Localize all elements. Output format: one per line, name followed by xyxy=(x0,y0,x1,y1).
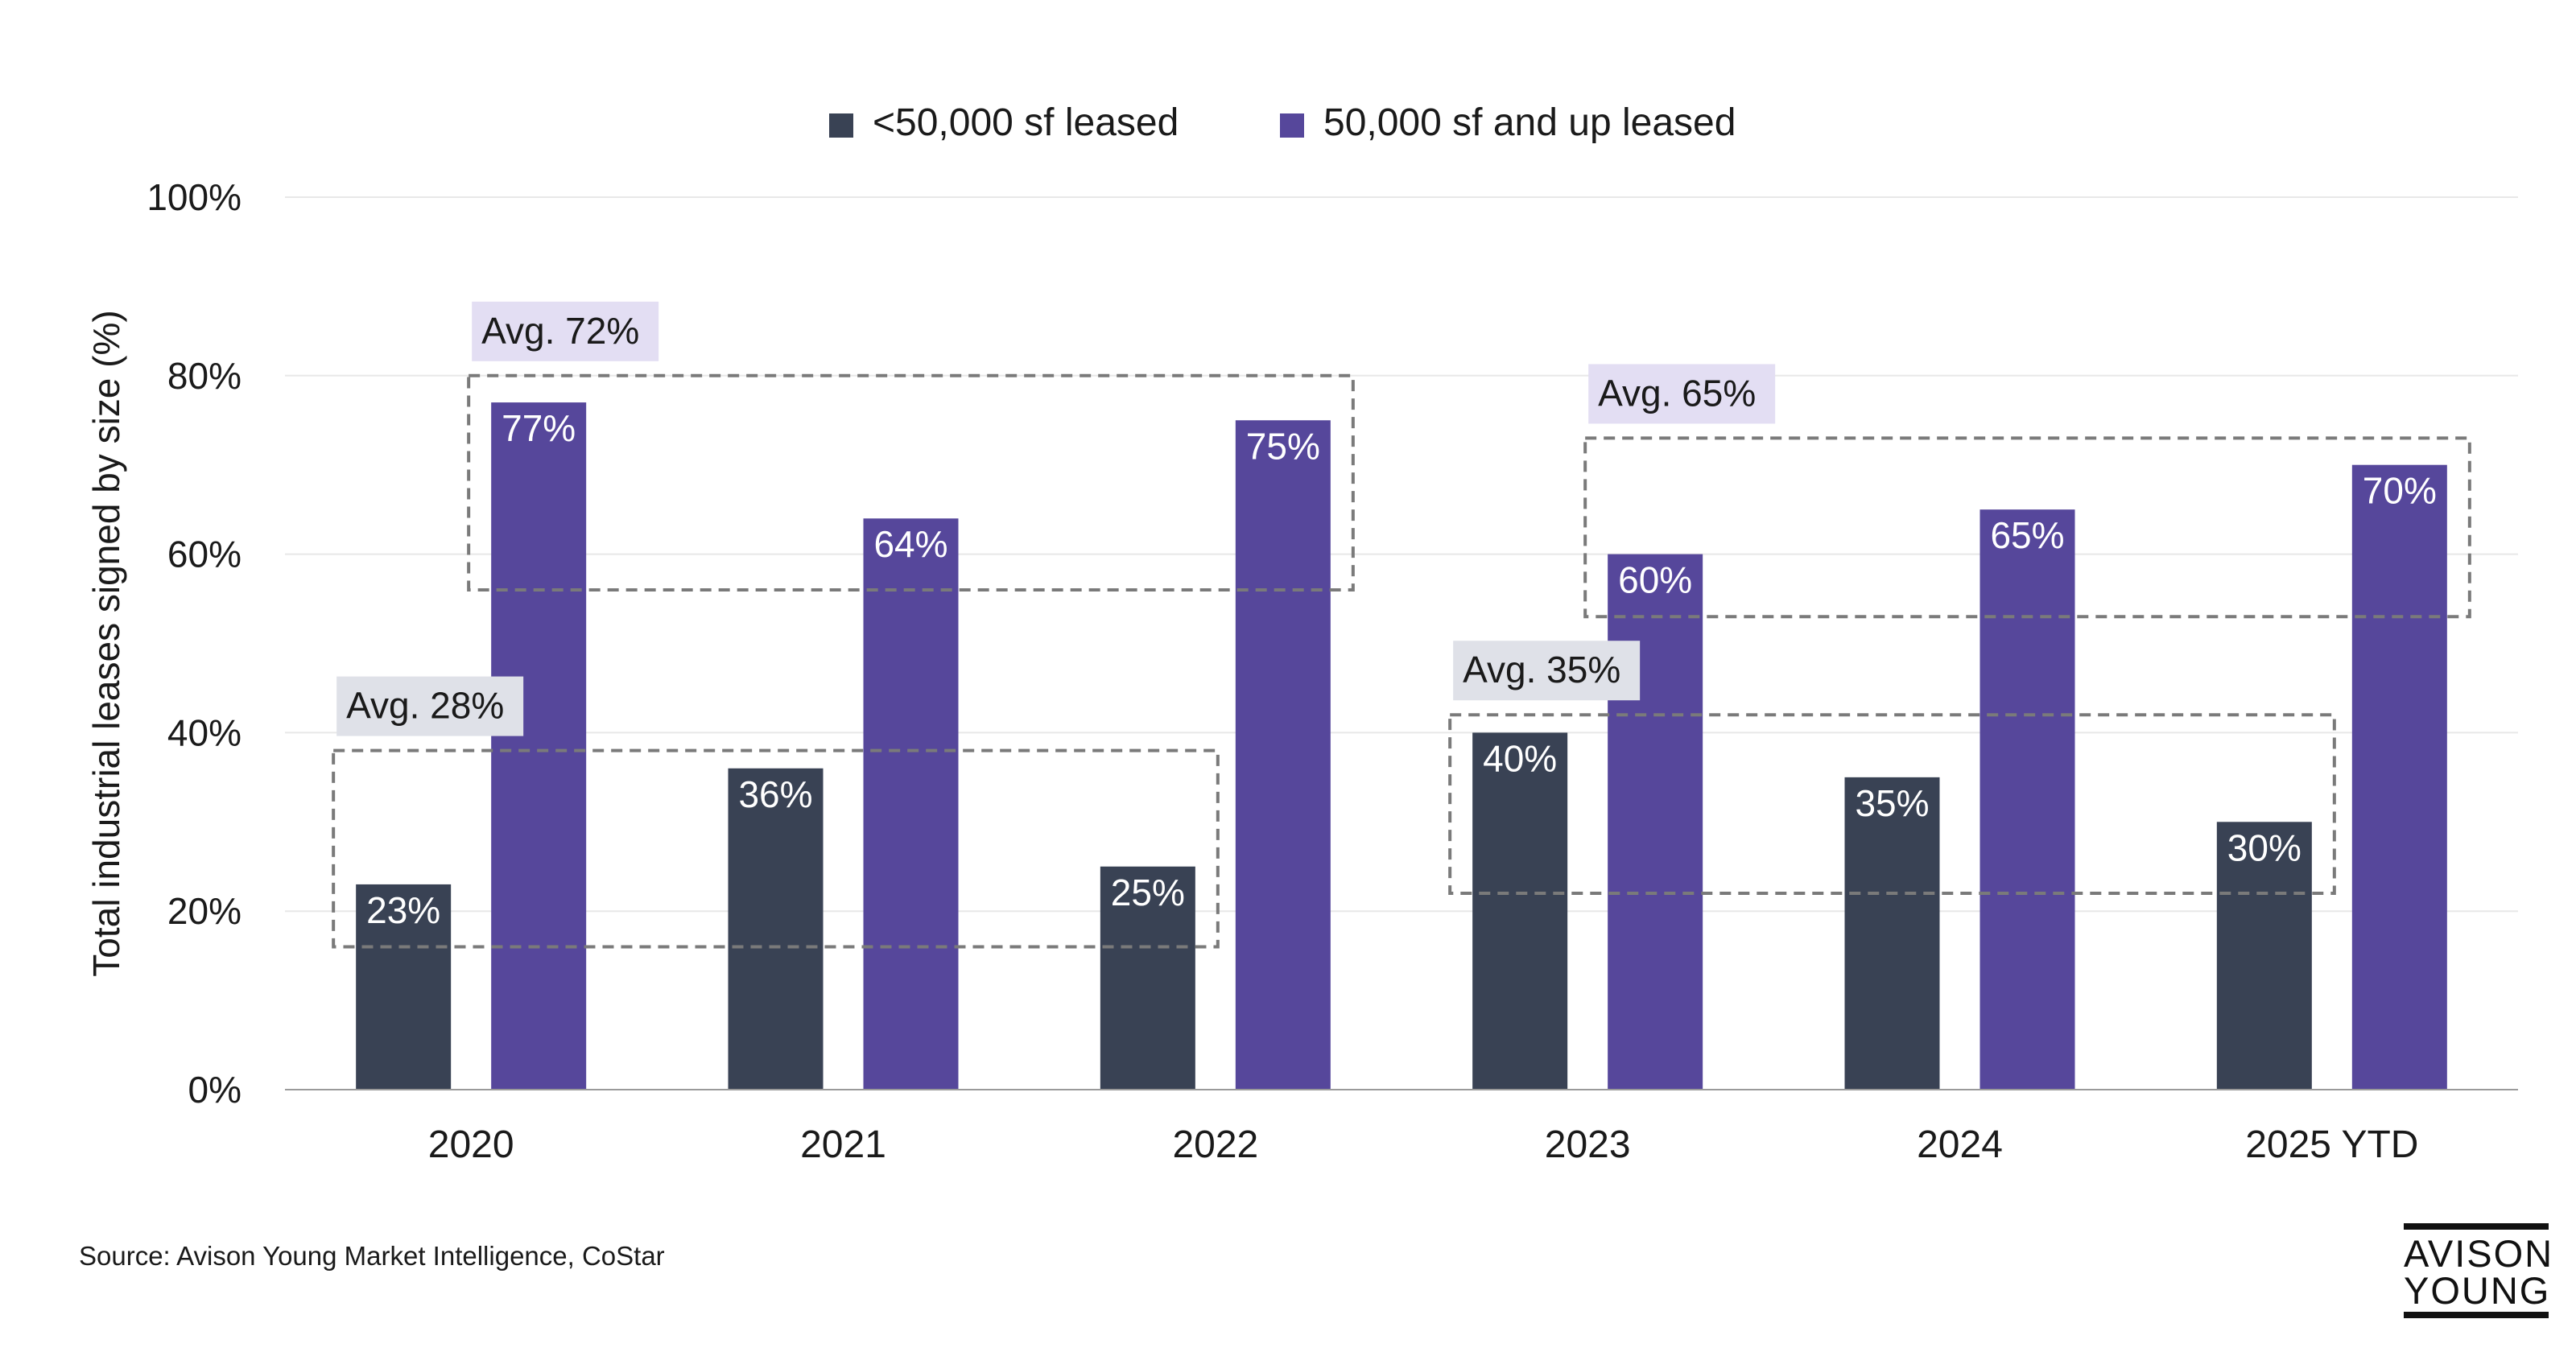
bar-small-lease xyxy=(728,768,824,1090)
bar-value-label: 77% xyxy=(502,407,576,449)
bar-small-lease xyxy=(1844,777,1940,1090)
bar-value-label: 60% xyxy=(1618,559,1692,601)
bar-large-lease xyxy=(1235,420,1331,1090)
legend-label: <50,000 sf leased xyxy=(873,101,1179,144)
y-tick-label: 0% xyxy=(188,1069,242,1111)
logo-top-rule xyxy=(2404,1223,2549,1230)
y-tick-label: 20% xyxy=(167,890,242,932)
x-tick-label: 2020 xyxy=(428,1123,514,1166)
bar-value-label: 36% xyxy=(738,773,812,815)
avison-young-logo: AVISON YOUNG xyxy=(2404,1223,2554,1318)
bar-large-lease xyxy=(491,402,587,1090)
y-tick-label: 80% xyxy=(167,355,242,397)
bar-value-label: 75% xyxy=(1246,425,1320,467)
bar-small-lease xyxy=(2216,822,2312,1090)
average-label-bg xyxy=(1588,364,1776,424)
logo-word-young: YOUNG xyxy=(2404,1269,2551,1312)
bar-value-label: 70% xyxy=(2363,470,2437,512)
x-tick-label: 2022 xyxy=(1172,1123,1258,1166)
y-axis-title: Total industrial leases signed by size (… xyxy=(85,310,127,976)
average-label-bg xyxy=(472,301,659,361)
bar-value-label: 40% xyxy=(1483,737,1557,779)
legend-label: 50,000 sf and up leased xyxy=(1323,101,1736,144)
bar-value-label: 35% xyxy=(1855,782,1929,824)
bar-small-lease xyxy=(1472,732,1568,1090)
bar-small-lease xyxy=(356,884,452,1090)
bar-value-label: 65% xyxy=(1990,514,2064,556)
bar-large-lease xyxy=(1979,509,2075,1090)
bar-value-label: 64% xyxy=(873,523,947,565)
average-bracket xyxy=(332,748,1220,949)
average-bracket xyxy=(1583,436,2471,619)
average-bracket xyxy=(1448,713,2336,896)
average-label-bg xyxy=(1453,641,1641,701)
average-bracket xyxy=(467,373,1355,592)
average-label: Avg. 72% xyxy=(481,310,639,352)
average-label: Avg. 28% xyxy=(346,685,504,727)
average-label: Avg. 35% xyxy=(1463,649,1620,690)
legend-swatch xyxy=(1280,113,1304,138)
source-note: Source: Avison Young Market Intelligence… xyxy=(79,1241,665,1271)
logo-word-avison: AVISON xyxy=(2404,1232,2554,1275)
x-tick-label: 2023 xyxy=(1545,1123,1631,1166)
average-label: Avg. 65% xyxy=(1598,372,1756,414)
x-tick-label: 2021 xyxy=(800,1123,886,1166)
y-tick-label: 40% xyxy=(167,711,242,753)
y-tick-label: 60% xyxy=(167,534,242,575)
bar-small-lease xyxy=(1100,866,1195,1090)
average-label-bg xyxy=(336,676,524,736)
bar-value-label: 23% xyxy=(366,889,440,931)
bar-large-lease xyxy=(2351,464,2447,1090)
bar-value-label: 25% xyxy=(1111,872,1185,913)
x-tick-label: 2025 YTD xyxy=(2245,1123,2418,1166)
x-tick-label: 2024 xyxy=(1917,1123,2003,1166)
y-tick-label: 100% xyxy=(147,176,242,218)
logo-bottom-rule xyxy=(2404,1312,2549,1318)
bar-large-lease xyxy=(863,518,959,1090)
bar-value-label: 30% xyxy=(2227,826,2301,868)
bar-large-lease xyxy=(1608,554,1703,1090)
legend-swatch xyxy=(829,113,853,138)
